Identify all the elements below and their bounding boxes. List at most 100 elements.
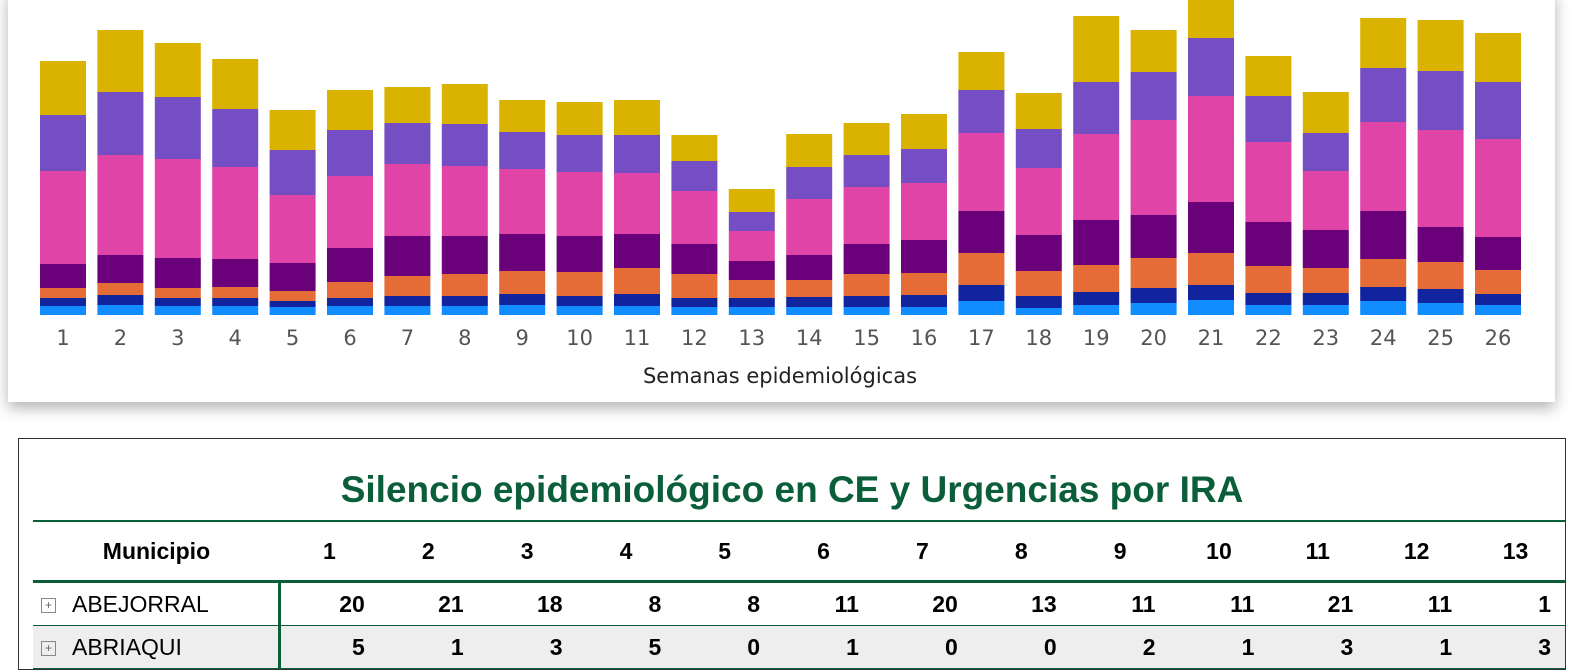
x-tick-label: 4 [229, 326, 242, 350]
x-tick-label: 2 [114, 326, 127, 350]
bar-segment [901, 240, 947, 273]
x-tick-label: 5 [286, 326, 299, 350]
bar-segment [269, 150, 316, 195]
bar-segment [1073, 220, 1120, 265]
column-header: 13 [1466, 520, 1565, 583]
bar-segment [212, 298, 259, 306]
x-tick-label: 15 [853, 326, 880, 350]
x-tick-label: 8 [458, 326, 471, 350]
expand-icon[interactable]: + [41, 597, 56, 613]
bar-segment [327, 298, 373, 306]
value-cell: 5 [279, 625, 379, 669]
x-axis-label: Semanas epidemiológicas [643, 364, 917, 388]
bar-segment [327, 282, 373, 298]
bar-segment [1302, 293, 1349, 305]
bar-segment [786, 307, 833, 315]
bar-segment [97, 295, 144, 305]
x-tick-label: 19 [1083, 326, 1110, 350]
bar-segment [728, 280, 775, 298]
bar-segment [269, 291, 316, 301]
bar-segment [786, 280, 833, 297]
bar-segment [1073, 305, 1120, 315]
bar-segment [1302, 230, 1349, 268]
bar-segment [1073, 16, 1120, 82]
bar-segment [843, 274, 890, 296]
bar-segment [1015, 93, 1062, 129]
column-header: 9 [1070, 520, 1170, 583]
expand-icon[interactable]: + [41, 640, 56, 656]
x-tick-label: 21 [1198, 326, 1225, 350]
bar-segment [1130, 288, 1177, 303]
bar-segment [154, 288, 201, 298]
bar-segment [958, 133, 1005, 211]
bar-segment [1475, 270, 1521, 294]
bar-segment [1015, 129, 1062, 168]
bar-segment [1417, 130, 1464, 227]
bar-segment [1475, 237, 1521, 270]
bar-segment [441, 166, 488, 236]
value-cell: 20 [279, 581, 379, 626]
municipio-cell: + ABEJORRAL [33, 581, 282, 626]
table: Municipio 1 2 3 4 5 6 7 8 9 10 11 12 13 + ABEJORRAL 20 21… [33, 520, 1565, 669]
bar-segment [843, 155, 890, 187]
bar-segment [269, 195, 316, 263]
column-header: 7 [872, 520, 972, 583]
bar-segment [499, 294, 546, 305]
bar-segment [1130, 72, 1177, 120]
bar-segment [154, 298, 201, 306]
bar-segment [1417, 262, 1464, 289]
bar-segment [958, 253, 1005, 285]
bar-segment [441, 236, 488, 274]
bar-segment [671, 244, 718, 274]
x-tick-label: 11 [624, 326, 651, 350]
bar-segment [901, 114, 947, 149]
bar-segment [1130, 215, 1177, 258]
bar-segment [441, 124, 488, 166]
value-cell: 8 [576, 581, 676, 626]
bar-segment [1417, 71, 1464, 130]
value-cell: 1 [1169, 625, 1269, 669]
bar-segment [1302, 305, 1349, 315]
bar-segment [671, 307, 718, 315]
bar-segment [1302, 268, 1349, 293]
bar-segment [614, 135, 660, 173]
bar-segment [1360, 18, 1407, 68]
municipio-cell: + ABRIAQUI [33, 625, 282, 669]
bar-segment [1360, 259, 1407, 287]
bar-segment [1130, 303, 1177, 315]
bar-segment [556, 306, 603, 315]
bar-segment [327, 176, 373, 248]
chart: Semanas epidemiológicas 1 2 3 4 5 6 7 8 9 10 11 12 1… [40, 0, 1521, 388]
bar-segment [1015, 296, 1062, 308]
bar-segment [154, 97, 201, 159]
bar-segment [728, 212, 775, 231]
value-cell: 11 [1070, 581, 1170, 626]
bar-segment [1188, 96, 1234, 202]
bar-segment [556, 272, 603, 296]
table-card: Silencio epidemiológico en CE y Urgencia… [18, 438, 1566, 670]
table-row: + ABRIAQUI 5 1 3 5 0 1 0 0 2 1 3 1 3 [33, 625, 1565, 669]
bar-segment [1073, 82, 1120, 134]
bar-segment [901, 307, 947, 315]
bar-segment [901, 295, 947, 307]
bar-segment [556, 102, 603, 135]
bar-segment [958, 211, 1005, 253]
bar-segment [212, 259, 259, 287]
bar-segment [499, 271, 546, 294]
bar-segment [384, 236, 431, 276]
value-cell: 11 [1169, 581, 1269, 626]
bar-segment [384, 296, 431, 306]
bar-segment [958, 90, 1005, 133]
bar-segment [614, 234, 660, 268]
value-cell: 1 [378, 625, 478, 669]
x-tick-label: 6 [343, 326, 356, 350]
bar-segment [556, 296, 603, 306]
bar-segment [1360, 211, 1407, 259]
bar-segment [671, 191, 718, 244]
bar-segment [1015, 235, 1062, 271]
bar-segment [97, 30, 144, 92]
column-header: 11 [1268, 520, 1368, 583]
table-row: + ABEJORRAL 20 21 18 8 8 11 20 13 11 11 21 11 1 [33, 581, 1565, 626]
bar-segment [1360, 122, 1407, 211]
